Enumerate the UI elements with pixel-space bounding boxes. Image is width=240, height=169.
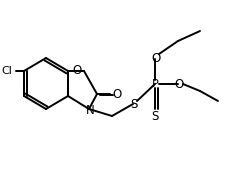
Text: O: O [174, 78, 184, 91]
Text: P: P [152, 79, 158, 89]
Text: O: O [72, 65, 82, 78]
Text: S: S [130, 99, 138, 112]
Text: S: S [151, 110, 159, 123]
Text: Cl: Cl [2, 66, 12, 76]
Text: O: O [151, 52, 161, 65]
Text: N: N [86, 103, 94, 116]
Text: O: O [112, 88, 122, 101]
